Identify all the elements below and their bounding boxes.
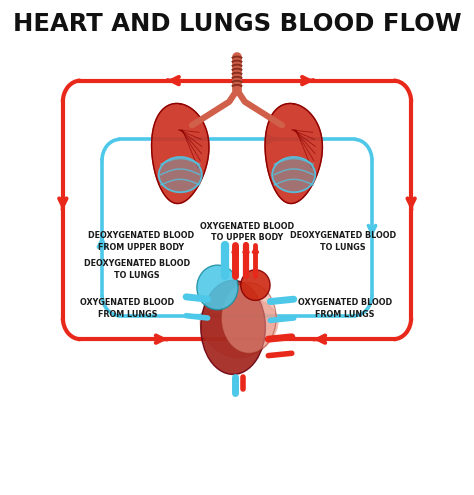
Text: DEOXYGENATED BLOOD
TO LUNGS: DEOXYGENATED BLOOD TO LUNGS: [84, 259, 190, 280]
Ellipse shape: [221, 283, 276, 353]
Polygon shape: [159, 157, 202, 192]
Polygon shape: [200, 297, 278, 358]
Text: OXYGENATED BLOOD
TO UPPER BODY: OXYGENATED BLOOD TO UPPER BODY: [200, 222, 294, 243]
Text: DEOXYGENATED BLOOD
TO LUNGS: DEOXYGENATED BLOOD TO LUNGS: [290, 231, 396, 252]
Text: OXYGENATED BLOOD
FROM LUNGS: OXYGENATED BLOOD FROM LUNGS: [298, 298, 392, 319]
Text: OXYGENATED BLOOD
FROM LUNGS: OXYGENATED BLOOD FROM LUNGS: [81, 298, 174, 319]
Text: DEOXYGENATED BLOOD
FROM UPPER BODY: DEOXYGENATED BLOOD FROM UPPER BODY: [88, 231, 194, 252]
Polygon shape: [272, 157, 315, 192]
Polygon shape: [265, 103, 322, 203]
Ellipse shape: [201, 280, 265, 374]
Polygon shape: [152, 103, 209, 203]
Ellipse shape: [197, 265, 238, 310]
Ellipse shape: [241, 270, 270, 300]
Text: HEART AND LUNGS BLOOD FLOW: HEART AND LUNGS BLOOD FLOW: [13, 12, 461, 37]
